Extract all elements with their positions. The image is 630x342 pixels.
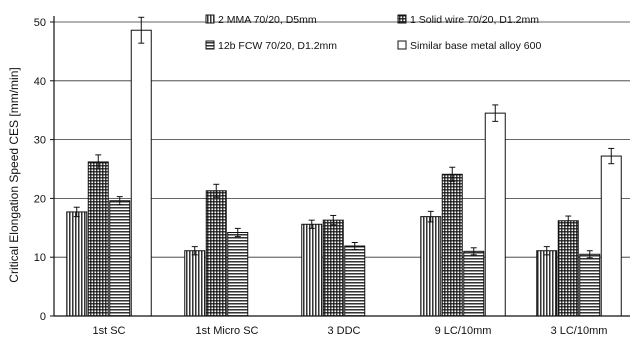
y-tick-label: 20 — [34, 193, 46, 205]
legend-label: 12b FCW 70/20, D1.2mm — [218, 40, 337, 52]
bar — [463, 250, 485, 317]
axes — [50, 16, 630, 317]
bar — [184, 250, 206, 317]
bar — [205, 190, 227, 317]
bar — [66, 211, 88, 317]
legend-swatch — [397, 14, 407, 24]
y-axis-title: Critical Elongation Speed CES [mm/min] — [7, 67, 21, 282]
legend-swatch — [205, 40, 215, 50]
y-tick-label: 40 — [34, 76, 46, 88]
legend-label: Similar base metal alloy 600 — [410, 40, 541, 52]
bar — [109, 200, 131, 317]
y-tick-label: 50 — [34, 17, 46, 29]
bar — [420, 216, 442, 317]
x-tick-label: 3 DDC — [327, 325, 360, 337]
bar — [301, 223, 323, 317]
bar — [441, 173, 463, 317]
bar — [322, 219, 344, 317]
y-tick-label: 0 — [40, 311, 46, 323]
tick-labels: 0 10 20 30 40 50 1st SC 1st Micro SC 3 DDC 9 LC/1… — [34, 17, 608, 337]
y-tick-label: 10 — [34, 252, 46, 264]
bar — [130, 29, 152, 317]
bar — [87, 161, 109, 317]
x-tick-label: 9 LC/10mm — [435, 325, 492, 337]
bar — [484, 112, 506, 317]
legend: 2 MMA 70/20, D5mm 1 Solid wire 70/20, D1.… — [205, 14, 541, 52]
x-tick-label: 1st SC — [92, 325, 125, 337]
bar — [557, 220, 579, 317]
legend-swatch — [397, 40, 407, 50]
x-tick-label: 3 LC/10mm — [551, 325, 608, 337]
bar — [344, 245, 366, 317]
y-tick-label: 30 — [34, 135, 46, 147]
legend-swatch — [205, 14, 215, 24]
bar — [579, 253, 601, 317]
bar — [227, 232, 249, 317]
x-tick-label: 1st Micro SC — [196, 325, 259, 337]
bars — [66, 16, 622, 317]
bar — [536, 250, 558, 317]
bar — [600, 155, 622, 317]
legend-label: 2 MMA 70/20, D5mm — [218, 14, 317, 26]
legend-label: 1 Solid wire 70/20, D1.2mm — [410, 14, 539, 26]
